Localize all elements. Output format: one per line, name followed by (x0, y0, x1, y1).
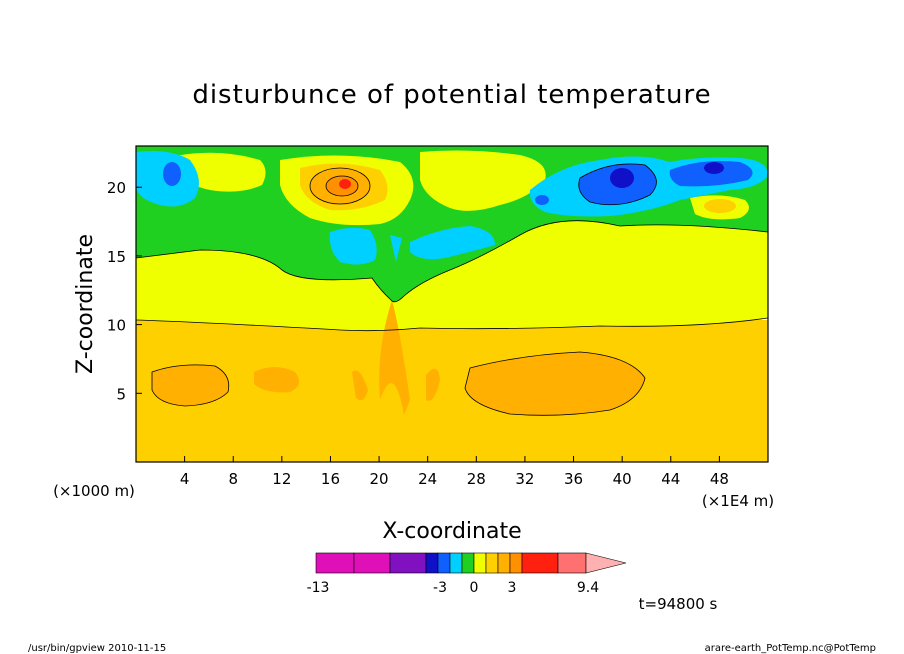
x-tick-label: 36 (564, 470, 583, 488)
y-tick-label: 20 (107, 179, 126, 197)
colorbar-tick-label: 3 (508, 580, 517, 596)
colorbar-labels: -13 -3 0 3 9.4 (307, 580, 600, 596)
colorbar-segment (353, 552, 391, 574)
field-cyan-mid-left (329, 227, 377, 265)
footer-program: /usr/bin/gpview 2010-11-15 (28, 643, 166, 654)
field-cyan-spike (390, 235, 402, 262)
colorbar-segment (485, 552, 499, 574)
colorbar-segment (437, 552, 451, 574)
x-tick-label: 48 (710, 470, 729, 488)
plot-frame (135, 145, 769, 463)
x-tick-label: 16 (321, 470, 340, 488)
x-unit-right: (×1E4 m) (702, 492, 774, 510)
x-tick-label: 32 (515, 470, 534, 488)
x-tick-label: 28 (467, 470, 486, 488)
x-tick-label: 4 (180, 470, 190, 488)
chart-title: disturbunce of potential temperature (192, 80, 711, 110)
colorbar-tick-label: -13 (307, 580, 330, 596)
x-tick-label: 40 (613, 470, 632, 488)
y-tick-label: 5 (116, 385, 126, 403)
colorbar-segment (425, 552, 439, 574)
field-gold-right (704, 199, 736, 213)
time-label: t=94800 s (639, 595, 718, 613)
x-ticks: 4 8 12 16 20 24 28 32 36 40 44 48 (180, 456, 729, 488)
field-red-top (339, 179, 351, 189)
x-tick-label: 44 (661, 470, 680, 488)
field-cyan-mid-right (410, 226, 495, 260)
field-blue-small (535, 195, 549, 205)
colorbar-arrow (585, 552, 627, 574)
y-tick-label: 15 (107, 248, 126, 266)
field-navy-right-2 (704, 162, 724, 174)
colorbar-segment (473, 552, 487, 574)
colorbar-tick-label: 0 (470, 580, 479, 596)
y-tick-label: 10 (107, 317, 126, 335)
x-tick-label: 24 (418, 470, 437, 488)
field-orange-center (379, 300, 410, 415)
x-axis-label: X-coordinate (382, 519, 521, 544)
field-lower-layer (136, 320, 768, 462)
colorbar-segment (521, 552, 559, 574)
x-tick-label: 8 (228, 470, 238, 488)
colorbar-segment (389, 552, 427, 574)
field-orange-left-2 (254, 367, 299, 393)
x-tick-label: 12 (272, 470, 291, 488)
footer-source: arare-earth_PotTemp.nc@PotTemp (705, 643, 876, 654)
field-orange-left (152, 364, 229, 406)
colorbar-segment (509, 552, 523, 574)
colorbar (315, 552, 627, 574)
field-yellow-top-3 (420, 150, 546, 211)
colorbar-segment (315, 552, 355, 574)
colorbar-segment (497, 552, 511, 574)
colorbar-segment (449, 552, 463, 574)
colorbar-tick-label: 9.4 (577, 580, 599, 596)
field-navy-right (610, 168, 634, 188)
contour-lines (135, 163, 769, 416)
colorbar-segment (461, 552, 475, 574)
field-orange-center-2 (352, 370, 368, 401)
field-orange-right (465, 352, 645, 416)
field-orange-center-3 (426, 368, 440, 401)
colorbar-tick-label: -3 (433, 580, 447, 596)
x-unit-left: (×1000 m) (53, 482, 135, 500)
y-axis-label: Z-coordinate (73, 234, 98, 374)
x-tick-label: 20 (370, 470, 389, 488)
colorbar-segment (557, 552, 587, 574)
field-blue-left (163, 162, 181, 186)
y-ticks: 5 10 15 20 (107, 179, 142, 403)
